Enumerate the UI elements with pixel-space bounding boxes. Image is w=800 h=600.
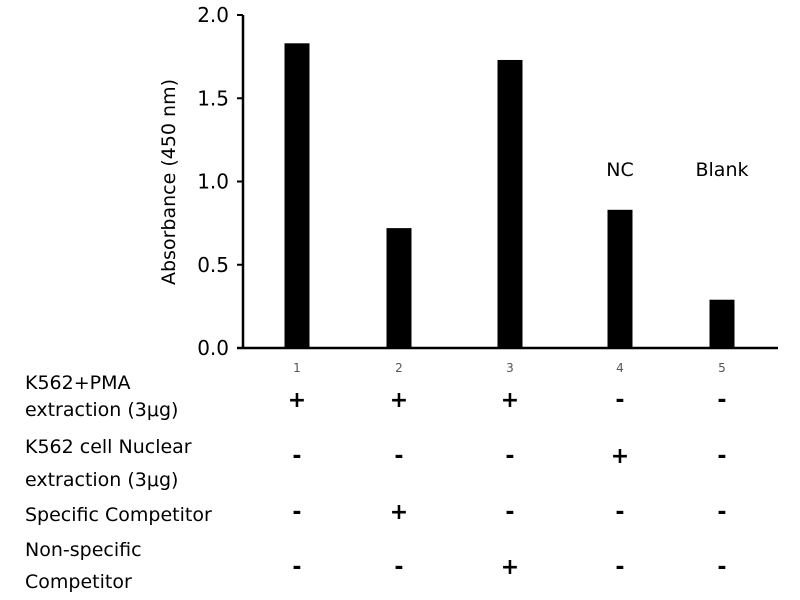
condition-label: K562 cell Nuclear [25,436,192,458]
plus-sign: + [610,444,630,469]
y-tick-label: 1.5 [197,86,229,110]
condition-label: K562+PMA [25,372,131,394]
plus-sign: + [500,555,520,580]
y-tick-label: 0.0 [197,336,229,360]
y-tick-label: 0.5 [197,253,229,277]
plus-sign: + [389,388,409,413]
bar [607,209,633,348]
minus-sign: - [394,444,404,469]
minus-sign: - [717,388,727,413]
minus-sign: - [615,555,625,580]
bar [284,43,310,349]
minus-sign: - [292,555,302,580]
minus-sign: - [394,555,404,580]
x-tick-label: 2 [395,361,403,375]
plus-sign: + [500,388,520,413]
bar-annotation: Blank [695,159,748,181]
minus-sign: - [292,444,302,469]
bar [709,299,735,348]
condition-label: Competitor [25,571,132,593]
plus-sign: + [389,500,409,525]
x-tick-label: 5 [718,361,726,375]
bar-annotation: NC [606,159,633,181]
minus-sign: - [717,444,727,469]
y-tick-label: 1.0 [197,170,229,194]
condition-label: extraction (3μg) [25,399,179,421]
minus-sign: - [615,500,625,525]
bar-chart: 0.0 0.5 1.0 1.5 2.0 Absorbance (450 nm) 1 2 3 4 NC… [158,3,778,375]
bar [497,59,523,349]
x-tick-label: 3 [506,361,514,375]
x-tick-label: 4 [616,361,624,375]
plus-sign: + [287,388,307,413]
x-tick-label: 1 [293,361,301,375]
minus-sign: - [505,444,515,469]
condition-label: Specific Competitor [25,504,212,526]
condition-label: extraction (3μg) [25,469,179,491]
minus-sign: - [505,500,515,525]
minus-sign: - [717,500,727,525]
y-tick-label: 2.0 [197,3,229,27]
condition-label: Non-specific [25,539,142,561]
minus-sign: - [615,388,625,413]
minus-sign: - [292,500,302,525]
minus-sign: - [717,555,727,580]
y-axis-label: Absorbance (450 nm) [158,79,180,285]
bar [386,228,412,348]
